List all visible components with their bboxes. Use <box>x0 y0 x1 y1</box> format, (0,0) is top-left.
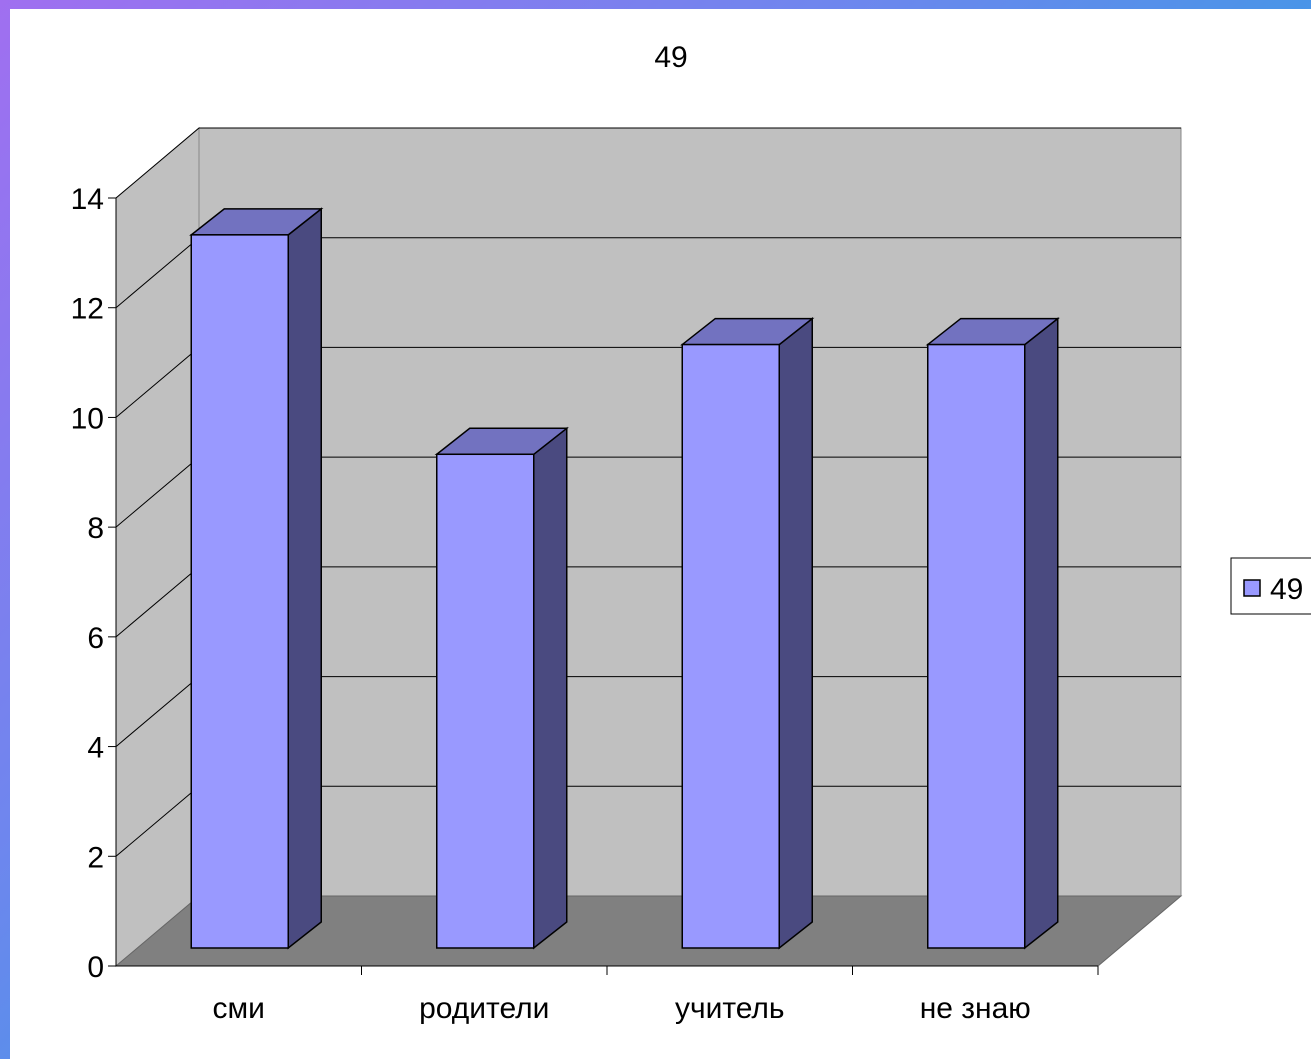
bar <box>190 234 289 949</box>
y-tick-label: 12 <box>71 293 104 326</box>
labels: 0 2 4 6 8 10 12 14 сми родители учитель не знаю <box>71 183 1031 1025</box>
y-tick-label: 4 <box>87 732 104 765</box>
x-tick-label: не знаю <box>920 992 1031 1025</box>
x-tick-label: родители <box>419 992 549 1025</box>
x-tick-label: сми <box>213 992 265 1025</box>
y-tick-label: 10 <box>71 402 104 435</box>
bar-side <box>533 426 568 950</box>
legend-swatch <box>1243 579 1261 597</box>
side-wall <box>115 126 200 968</box>
y-tick-label: 6 <box>87 622 104 655</box>
bar-side <box>778 317 813 950</box>
bar <box>681 343 780 949</box>
gridline <box>115 127 1181 199</box>
bar-side <box>1024 317 1059 950</box>
x-tick-label: учитель <box>675 992 785 1025</box>
legend: 49 <box>1230 557 1311 615</box>
chart-title: 49 <box>654 41 687 74</box>
y-tick-label: 2 <box>87 841 104 874</box>
bar <box>927 343 1026 949</box>
y-tick-label: 14 <box>71 183 104 216</box>
axes <box>108 197 1099 975</box>
y-tick-label: 8 <box>87 512 104 545</box>
bar <box>436 453 535 949</box>
bar-side <box>287 207 322 950</box>
bars <box>189 207 1060 950</box>
chart-frame: 0 2 4 6 8 10 12 14 сми родители учитель не знаю 49 … <box>10 9 1311 1059</box>
y-tick-label: 0 <box>87 951 104 984</box>
legend-label: 49 <box>1270 573 1303 606</box>
